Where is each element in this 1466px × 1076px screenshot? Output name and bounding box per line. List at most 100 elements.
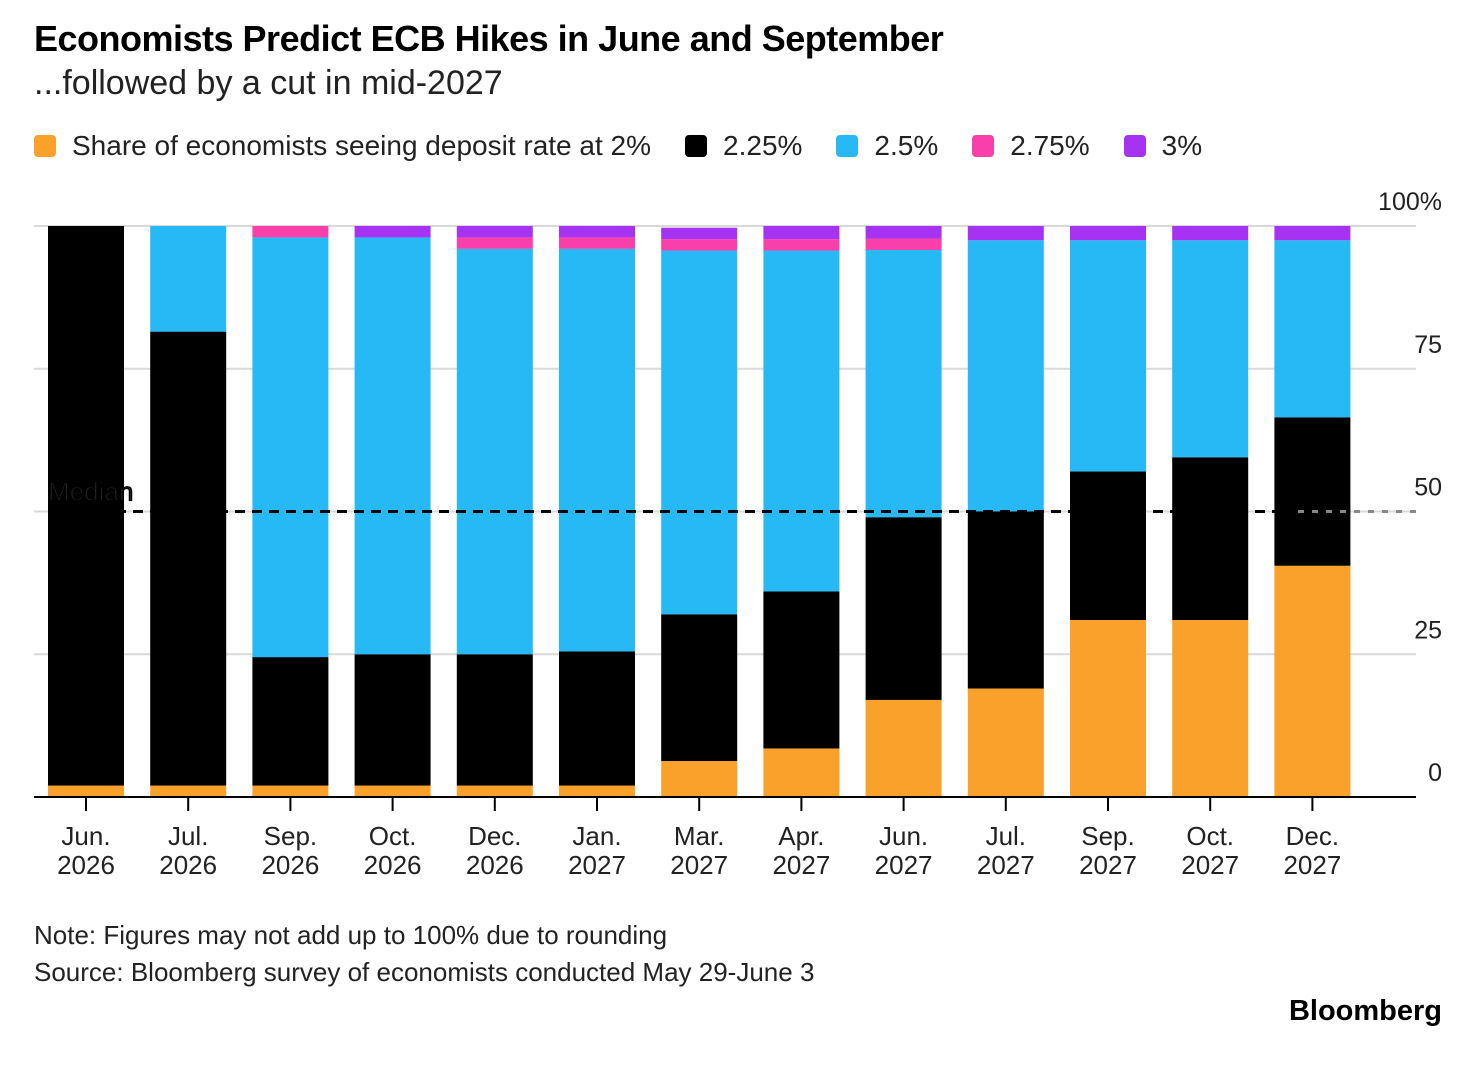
bar-segment — [354, 237, 431, 655]
bar-segment — [1172, 619, 1249, 797]
legend-item-2-25pct: 2.25% — [685, 130, 802, 162]
x-tick-label: 2027 — [568, 850, 626, 880]
x-tick-label: 2027 — [1079, 850, 1137, 880]
bar-segment — [1070, 619, 1146, 797]
bar-segment — [1274, 226, 1351, 241]
x-tick-label: Apr. — [778, 821, 824, 851]
bar-segment — [865, 238, 942, 250]
x-tick-label: 2027 — [875, 850, 933, 880]
bar-segment — [1172, 240, 1249, 458]
bar-segment — [967, 226, 1044, 241]
x-tick-label: Sep. — [264, 821, 318, 851]
bar-segment — [456, 248, 533, 655]
y-tick-label: 0 — [1428, 759, 1442, 787]
bar-segment — [661, 227, 738, 240]
bar-segment — [661, 761, 738, 797]
x-tick-label: Jun. — [879, 821, 928, 851]
bar-segment — [252, 237, 329, 658]
bar-segment — [1070, 240, 1146, 472]
bar-segment — [252, 785, 329, 797]
bar-segment — [1172, 226, 1249, 241]
bar-segment — [354, 226, 431, 238]
bar-segment — [559, 785, 635, 797]
bar-segment — [661, 614, 738, 762]
bloomberg-logo: Bloomberg — [1288, 995, 1442, 1027]
bar-segment — [661, 250, 738, 615]
bar-segment — [252, 226, 329, 238]
bar-segment — [559, 226, 635, 238]
legend-label-2-5pct: 2.5% — [874, 130, 939, 161]
bar-segment — [559, 248, 635, 652]
source-note: Source: Bloomberg survey of economists c… — [34, 957, 815, 987]
y-tick-label: 100% — [1378, 188, 1442, 216]
bar-segment — [456, 654, 533, 786]
bar-segment — [354, 785, 431, 797]
bar-segment — [1070, 226, 1146, 241]
bar-segment — [456, 237, 533, 249]
x-tick-label: Jul. — [168, 821, 208, 851]
bar-segment — [763, 239, 840, 251]
x-tick-label: Dec. — [468, 821, 521, 851]
legend-label-3pct: 3% — [1161, 130, 1203, 161]
bar-segment — [661, 239, 738, 251]
bar-segment — [865, 699, 942, 797]
bar-segment — [1172, 457, 1249, 620]
x-tick-label: 2027 — [670, 850, 728, 880]
bar-segment — [150, 785, 227, 797]
legend-item-2pct: Share of economists seeing deposit rate … — [34, 130, 651, 162]
legend-item-2-75pct: 2.75% — [972, 130, 1090, 162]
bar-segment — [150, 331, 227, 786]
bar-segment — [48, 226, 124, 786]
bar-segment — [967, 688, 1044, 797]
legend-swatch-2pct — [34, 135, 56, 157]
x-tick-label: 2027 — [1181, 850, 1239, 880]
x-tick-label: 2026 — [466, 850, 524, 880]
bar-segment — [354, 654, 431, 786]
axes: 0255075100%Jun.2026Jul.2026Sep.2026Oct.2… — [34, 188, 1442, 880]
chart-title: Economists Predict ECB Hikes in June and… — [34, 18, 944, 59]
bar-segment — [456, 226, 533, 238]
bars — [48, 226, 1351, 797]
legend-item-3pct: 3% — [1123, 130, 1203, 162]
bar-segment — [150, 226, 227, 332]
x-tick-label: 2027 — [977, 850, 1035, 880]
x-tick-label: 2026 — [57, 850, 115, 880]
bar-segment — [48, 785, 124, 797]
bar-segment — [1274, 565, 1351, 797]
median-label: Median — [48, 477, 133, 507]
bar-segment — [967, 240, 1044, 512]
x-tick-label: 2026 — [159, 850, 217, 880]
bar-segment — [763, 250, 840, 592]
legend-label-2-75pct: 2.75% — [1010, 130, 1090, 161]
legend-swatch-2-5pct — [836, 135, 859, 157]
bar-segment — [1274, 417, 1351, 566]
chart-subtitle: ...followed by a cut in mid-2027 — [34, 64, 503, 102]
bar-segment — [1070, 471, 1146, 620]
x-tick-label: 2026 — [261, 850, 319, 880]
x-tick-label: Jun. — [61, 821, 110, 851]
x-tick-label: Mar. — [674, 821, 725, 851]
x-tick-label: Jan. — [572, 821, 621, 851]
y-tick-label: 50 — [1414, 474, 1442, 502]
legend-item-2-5pct: 2.5% — [836, 130, 938, 162]
y-tick-label: 75 — [1414, 331, 1442, 359]
bar-segment — [763, 748, 840, 797]
bar-segment — [967, 511, 1044, 689]
x-tick-label: Sep. — [1081, 821, 1135, 851]
legend: Share of economists seeing deposit rate … — [34, 130, 1236, 162]
bar-segment — [1274, 240, 1351, 418]
x-tick-label: Jul. — [986, 821, 1026, 851]
x-tick-label: Oct. — [1186, 821, 1234, 851]
x-tick-label: 2027 — [1283, 850, 1341, 880]
bar-segment — [865, 249, 942, 518]
footnote: Note: Figures may not add up to 100% due… — [34, 920, 668, 950]
bar-segment — [763, 226, 840, 240]
bar-segment — [865, 226, 942, 239]
x-tick-label: 2026 — [364, 850, 422, 880]
x-tick-label: Oct. — [369, 821, 417, 851]
legend-label-2-25pct: 2.25% — [723, 130, 803, 161]
bar-segment — [456, 785, 533, 797]
bar-segment — [559, 237, 635, 249]
bar-segment — [865, 517, 942, 700]
